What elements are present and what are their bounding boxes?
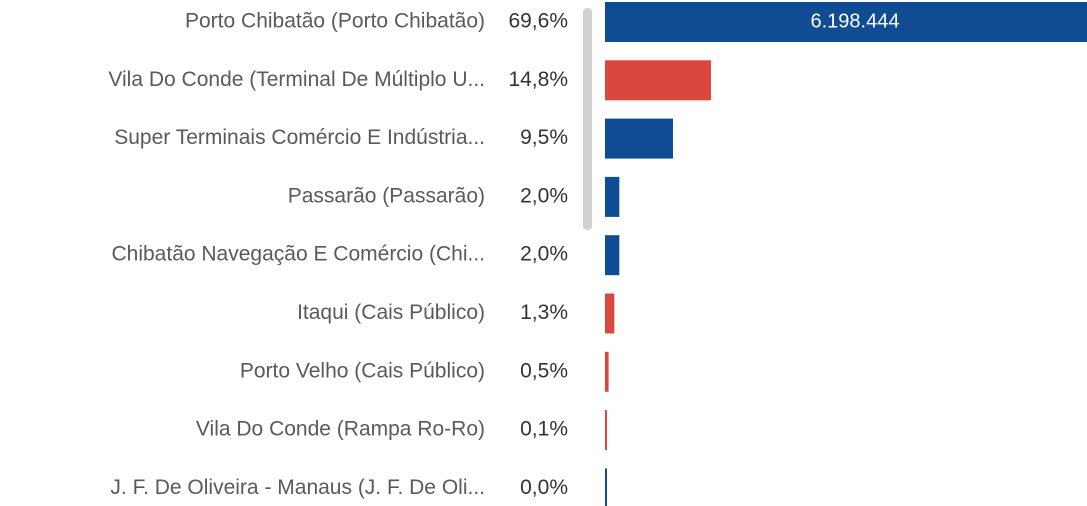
percent-label: 69,6% bbox=[508, 10, 568, 33]
bar bbox=[605, 118, 674, 159]
category-label: J. F. De Oliveira - Manaus (J. F. De Oli… bbox=[110, 476, 485, 499]
category-label: Super Terminais Comércio E Indústria... bbox=[114, 126, 485, 149]
percent-label: 0,5% bbox=[520, 359, 568, 382]
category-label: Vila Do Conde (Rampa Ro-Ro) bbox=[196, 418, 485, 441]
percent-label: 0,1% bbox=[520, 418, 568, 441]
percent-label: 0,0% bbox=[520, 476, 568, 499]
bar bbox=[605, 293, 615, 334]
bar bbox=[605, 235, 620, 276]
percent-label: 9,5% bbox=[520, 126, 568, 149]
category-label: Itaqui (Cais Público) bbox=[297, 301, 485, 324]
category-label: Vila Do Conde (Terminal De Múltiplo U... bbox=[108, 68, 485, 91]
bar-value-label: 6.198.444 bbox=[811, 10, 900, 32]
bar bbox=[605, 468, 607, 506]
percent-label: 2,0% bbox=[520, 243, 568, 266]
bar bbox=[605, 351, 609, 392]
percent-label: 1,3% bbox=[520, 301, 568, 324]
percent-label: 14,8% bbox=[508, 68, 568, 91]
category-label: Chibatão Navegação E Comércio (Chi... bbox=[111, 243, 485, 266]
category-label: Porto Chibatão (Porto Chibatão) bbox=[185, 10, 485, 33]
bar bbox=[605, 410, 607, 451]
category-label: Porto Velho (Cais Público) bbox=[240, 359, 485, 382]
bar bbox=[605, 2, 1087, 42]
scrollbar[interactable] bbox=[583, 8, 592, 230]
bar bbox=[605, 60, 711, 101]
category-label: Passarão (Passarão) bbox=[288, 184, 485, 207]
bar bbox=[605, 176, 620, 217]
percent-label: 2,0% bbox=[520, 184, 568, 207]
